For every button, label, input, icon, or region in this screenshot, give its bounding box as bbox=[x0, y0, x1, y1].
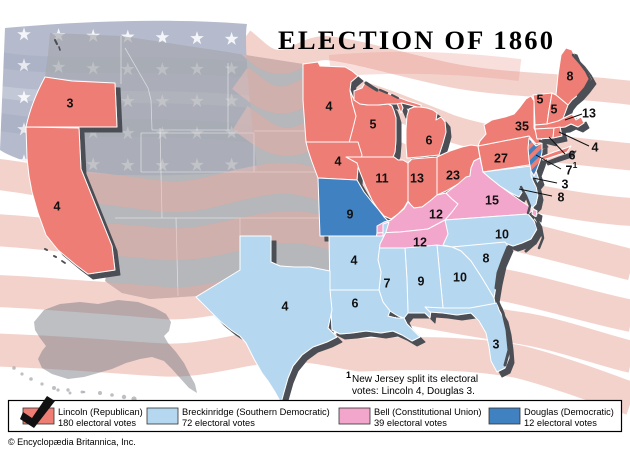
svg-text:7: 7 bbox=[384, 277, 391, 291]
svg-text:Douglas (Democratic): Douglas (Democratic) bbox=[524, 407, 614, 417]
svg-text:3: 3 bbox=[493, 338, 500, 352]
svg-text:Lincoln (Republican): Lincoln (Republican) bbox=[58, 407, 143, 417]
svg-text:6: 6 bbox=[426, 134, 433, 148]
svg-text:5: 5 bbox=[537, 93, 544, 107]
svg-text:13: 13 bbox=[582, 107, 596, 121]
svg-text:9: 9 bbox=[418, 275, 425, 289]
svg-text:1: 1 bbox=[346, 370, 351, 380]
svg-text:27: 27 bbox=[494, 152, 508, 166]
svg-text:5: 5 bbox=[370, 118, 377, 132]
svg-text:10: 10 bbox=[495, 228, 509, 242]
svg-text:4: 4 bbox=[54, 200, 61, 214]
svg-text:180 electoral votes: 180 electoral votes bbox=[58, 418, 136, 428]
svg-text:4: 4 bbox=[282, 300, 289, 314]
svg-text:8: 8 bbox=[558, 191, 565, 205]
svg-text:8: 8 bbox=[567, 70, 574, 84]
svg-text:4: 4 bbox=[335, 155, 342, 169]
svg-text:Breckinridge (Southern Democra: Breckinridge (Southern Democratic) bbox=[182, 407, 330, 417]
svg-text:6: 6 bbox=[569, 149, 576, 163]
svg-text:9: 9 bbox=[347, 208, 354, 222]
svg-text:12: 12 bbox=[429, 208, 443, 222]
svg-text:11: 11 bbox=[375, 172, 388, 186]
svg-text:7: 7 bbox=[566, 164, 573, 178]
svg-text:35: 35 bbox=[515, 120, 529, 134]
svg-text:8: 8 bbox=[483, 252, 490, 266]
svg-text:5: 5 bbox=[551, 103, 558, 117]
svg-text:© Encyclopædia Britannica, Inc: © Encyclopædia Britannica, Inc. bbox=[8, 437, 136, 447]
svg-text:ELECTION OF 1860: ELECTION OF 1860 bbox=[278, 25, 555, 55]
svg-text:12: 12 bbox=[413, 236, 427, 250]
svg-text:4: 4 bbox=[351, 254, 358, 268]
svg-text:votes: Lincoln 4, Douglas 3.: votes: Lincoln 4, Douglas 3. bbox=[352, 386, 475, 397]
svg-text:6: 6 bbox=[352, 297, 359, 311]
svg-text:4: 4 bbox=[592, 141, 599, 155]
svg-text:Bell (Constitutional Union): Bell (Constitutional Union) bbox=[374, 407, 481, 417]
svg-text:New Jersey split its electoral: New Jersey split its electoral bbox=[352, 374, 478, 385]
svg-text:10: 10 bbox=[453, 271, 467, 285]
svg-text:15: 15 bbox=[485, 194, 499, 208]
svg-text:1: 1 bbox=[573, 160, 578, 170]
svg-text:23: 23 bbox=[446, 169, 460, 183]
svg-text:13: 13 bbox=[410, 172, 424, 186]
svg-text:3: 3 bbox=[67, 97, 74, 111]
svg-text:4: 4 bbox=[326, 100, 333, 114]
svg-text:39 electoral votes: 39 electoral votes bbox=[374, 418, 447, 428]
svg-text:3: 3 bbox=[562, 178, 569, 192]
svg-text:12 electoral votes: 12 electoral votes bbox=[524, 418, 597, 428]
svg-text:72 electoral votes: 72 electoral votes bbox=[182, 418, 255, 428]
